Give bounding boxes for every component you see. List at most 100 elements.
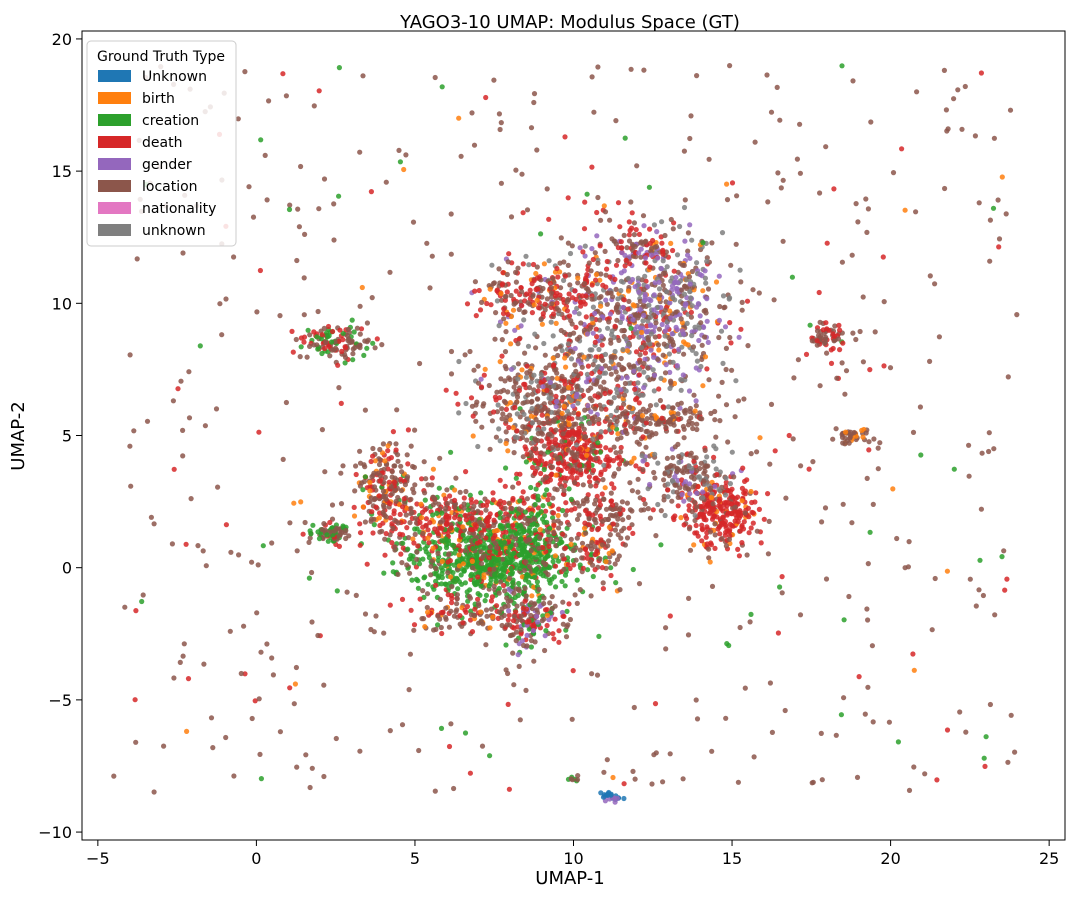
point-3478 [675,477,681,483]
point-4147 [437,596,443,603]
point-2674 [668,378,674,384]
point-1054 [351,513,358,519]
point-4273 [614,418,620,424]
point-1868 [494,409,500,415]
point-2590 [590,330,596,336]
point-3328 [732,518,738,524]
point-2543 [671,348,677,354]
point-3116 [538,316,544,322]
point-3835 [315,346,321,352]
point-4954 [647,434,653,440]
point-2951 [529,310,536,316]
point-1818 [535,427,541,433]
point-876 [447,558,453,564]
point-4953 [180,653,186,659]
point-2843 [648,347,654,353]
point-3101 [564,308,571,314]
point-4168 [488,598,494,604]
point-4324 [620,517,626,523]
point-2922 [641,298,647,304]
point-3843 [298,344,304,350]
point-4788 [294,548,300,554]
point-3037 [477,307,484,313]
point-1932 [500,411,506,417]
point-754 [382,552,388,558]
point-1644 [576,434,582,440]
point-2395 [655,356,661,362]
point-3339 [720,515,726,521]
point-4595 [624,245,630,251]
point-2711 [719,230,726,236]
point-4045 [506,586,512,592]
point-1377 [580,482,586,488]
point-978 [442,496,448,502]
point-4831 [652,701,659,707]
point-4948 [467,770,473,776]
point-921 [503,529,509,535]
point-2946 [681,291,688,297]
point-3168 [699,522,705,528]
point-4687 [839,259,846,265]
point-4513 [618,535,624,541]
point-4676 [866,447,872,453]
point-3561 [702,463,709,469]
point-2386 [544,387,550,393]
point-4899 [569,243,575,249]
point-4059 [518,613,525,619]
point-2441 [638,392,644,398]
point-3423 [729,449,735,455]
point-2379 [687,222,693,228]
point-4848 [865,206,872,212]
point-3896 [306,539,312,546]
point-2041 [554,375,560,381]
point-4704 [978,70,985,76]
point-3621 [382,474,388,480]
point-4172 [610,424,616,430]
point-2151 [674,252,681,258]
point-1738 [506,375,512,381]
point-4950 [619,328,625,334]
point-3365 [712,521,718,527]
point-4048 [528,638,535,644]
point-423 [407,570,413,576]
point-4841 [747,619,753,625]
point-1607 [549,471,555,477]
point-4397 [837,347,843,353]
point-2473 [527,368,533,374]
point-4143 [472,606,478,612]
point-1987 [604,416,610,422]
point-3095 [557,292,563,298]
point-2458 [738,279,744,285]
point-4881 [887,365,894,371]
point-2567 [520,261,526,267]
point-3784 [354,325,360,331]
point-3242 [704,524,710,530]
point-3503 [695,484,701,490]
point-1571 [572,479,578,486]
point-4891 [501,387,507,393]
point-4483 [605,791,612,797]
point-997 [458,548,464,554]
point-2487 [566,421,572,427]
point-4656 [647,264,653,270]
point-2796 [709,240,715,246]
point-4746 [438,725,445,732]
point-4581 [582,546,588,552]
point-845 [353,471,359,478]
point-1024 [425,527,431,533]
point-2876 [668,336,675,342]
point-2421 [732,414,738,420]
point-1879 [602,363,609,369]
point-4889 [951,96,957,102]
point-4615 [636,231,643,237]
point-4912 [910,651,916,657]
point-4149 [510,618,517,624]
point-2405 [568,397,575,403]
point-1635 [602,429,609,435]
point-2238 [548,319,554,325]
point-2999 [505,311,511,317]
point-4835 [962,83,968,90]
point-3533 [725,439,731,445]
point-4249 [623,428,629,435]
point-2203 [736,334,742,340]
